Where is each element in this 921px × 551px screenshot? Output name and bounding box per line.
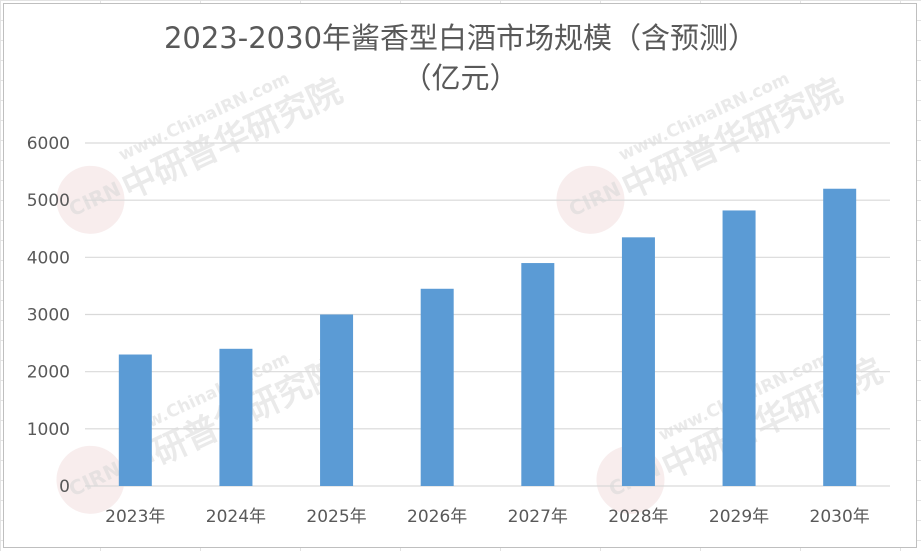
x-tick-label: 2030年 (810, 507, 870, 527)
bar[interactable] (521, 263, 555, 486)
bar[interactable] (320, 314, 354, 487)
y-tick-label: 6000 (27, 134, 70, 154)
bar[interactable] (823, 188, 857, 486)
x-tick-label: 2026年 (407, 507, 467, 527)
y-tick-label: 0 (59, 477, 70, 497)
chart-title-line-1: 2023-2030年酱香型白酒市场规模（含预测） (163, 21, 758, 55)
bar[interactable] (621, 237, 655, 486)
bars (118, 188, 857, 487)
bar[interactable] (420, 288, 454, 486)
watermark-logo-circle (56, 445, 125, 514)
bar[interactable] (219, 348, 253, 486)
chart-area[interactable] (3, 3, 917, 548)
y-axis-labels: 0 1000 2000 3000 4000 5000 6000 (27, 134, 70, 497)
chart-title: 2023-2030年酱香型白酒市场规模（含预测） （亿元） (0, 18, 921, 98)
y-tick-label: 1000 (27, 420, 70, 440)
x-tick-label: 2024年 (206, 507, 266, 527)
y-tick-label: 4000 (27, 248, 70, 268)
y-tick-label: 3000 (27, 306, 70, 326)
y-tick-label: 2000 (27, 363, 70, 383)
gridlines (85, 142, 890, 487)
y-tick-label: 5000 (27, 191, 70, 211)
x-tick-label: 2029年 (709, 507, 769, 527)
x-tick-label: 2027年 (508, 507, 568, 527)
x-tick-label: 2025年 (306, 507, 366, 527)
x-tick-label: 2028年 (608, 507, 668, 527)
x-tick-label: 2023年 (105, 507, 165, 527)
chart-title-line-2: （亿元） (402, 61, 519, 95)
bar[interactable] (118, 354, 152, 486)
x-axis-labels: 2023年 2024年 2025年 2026年 2027年 2028年 2029年 2030年 (105, 507, 870, 527)
bar[interactable] (722, 210, 756, 486)
